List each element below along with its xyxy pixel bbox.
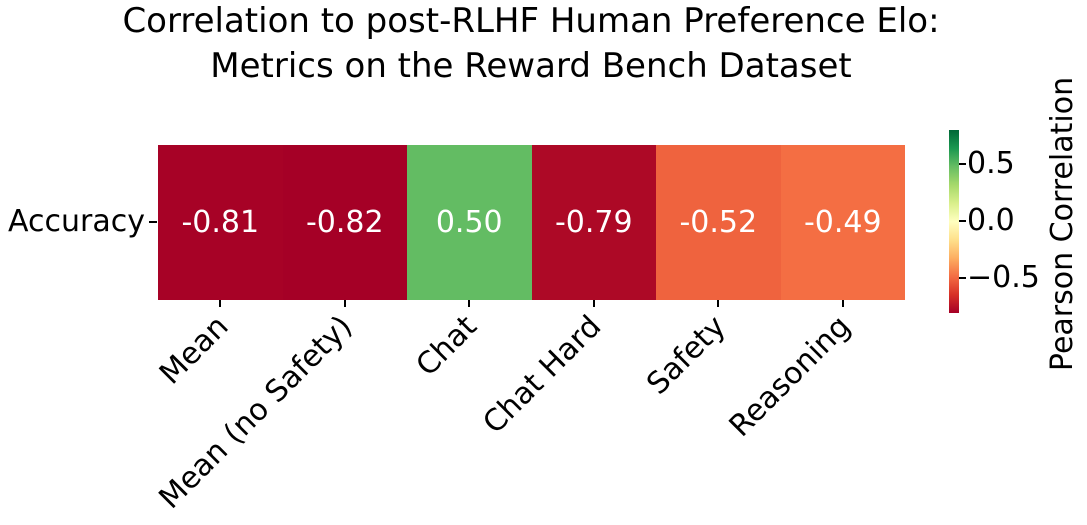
heatmap-cell-chat-hard: -0.79 <box>531 145 656 300</box>
heatmap-cell-safety: -0.52 <box>656 145 781 300</box>
cell-value: 0.50 <box>435 204 503 240</box>
x-axis-tick <box>592 300 595 307</box>
y-axis-tick <box>149 221 157 223</box>
cell-value: -0.81 <box>181 204 260 240</box>
x-tick-label-safety: Safety <box>640 309 733 402</box>
x-axis-tick <box>219 300 222 307</box>
x-axis-tick <box>468 300 471 307</box>
heatmap-cell-mean-no-safety: -0.82 <box>282 145 407 300</box>
colorbar-gradient <box>949 130 959 313</box>
x-tick-label-reasoning: Reasoning <box>722 309 858 444</box>
cell-value: -0.49 <box>803 204 882 240</box>
row-label-accuracy: Accuracy <box>8 204 145 239</box>
cell-value: -0.52 <box>679 204 758 240</box>
colorbar-tick-label-05: 0.5 <box>967 146 1015 181</box>
colorbar-tick-label-neg05: −0.5 <box>967 259 1040 295</box>
colorbar-tick-label-00: 0.0 <box>967 203 1015 238</box>
colorbar-tick <box>959 276 966 279</box>
x-axis-tick <box>343 300 346 307</box>
cell-value: -0.82 <box>305 204 384 240</box>
heatmap-grid: -0.81 -0.82 0.50 -0.79 -0.52 -0.49 <box>158 145 905 300</box>
x-axis-tick <box>841 300 844 307</box>
x-axis-tick <box>717 300 720 307</box>
x-tick-label-chat: Chat <box>409 309 484 384</box>
x-tick-label-mean: Mean <box>152 309 235 392</box>
cell-value: -0.79 <box>554 204 633 240</box>
colorbar-tick <box>959 220 966 222</box>
heatmap-cell-mean: -0.81 <box>158 145 283 300</box>
x-tick-label-chat-hard: Chat Hard <box>476 309 609 441</box>
chart-title: Correlation to post-RLHF Human Preferenc… <box>122 1 940 86</box>
heatmap-cell-reasoning: -0.49 <box>780 145 905 300</box>
heatmap-cell-chat: 0.50 <box>407 145 532 300</box>
colorbar-axis-label: Pearson Correlation <box>1045 76 1080 372</box>
colorbar-tick <box>959 163 966 165</box>
